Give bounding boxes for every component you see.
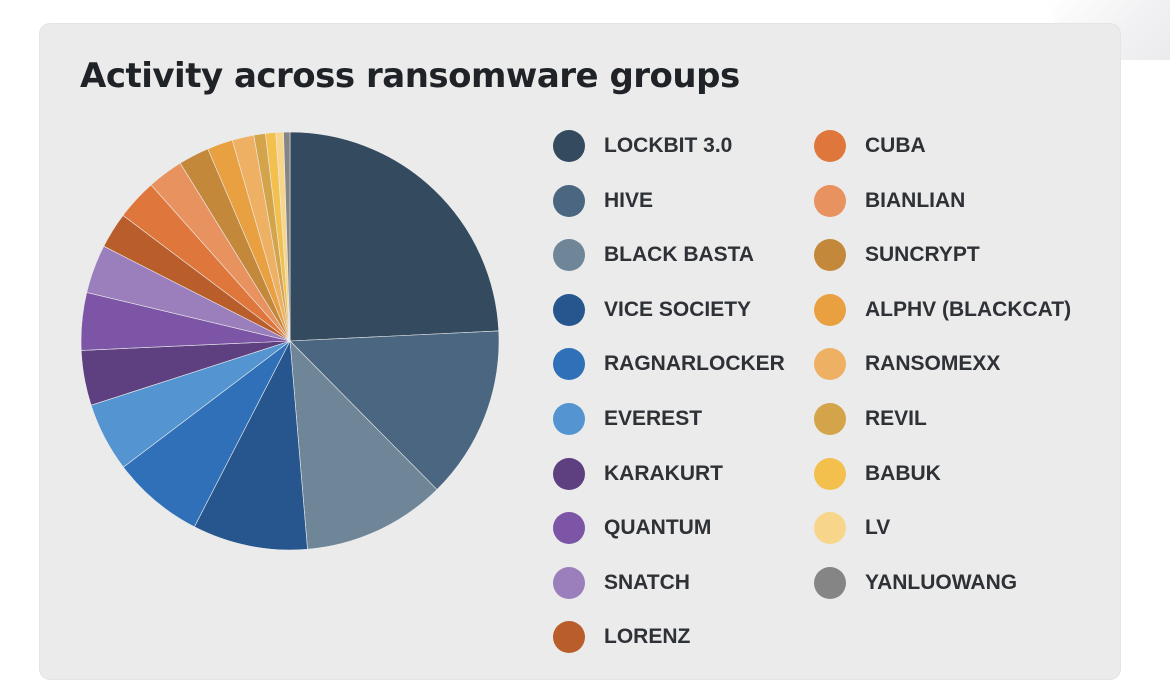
legend-swatch xyxy=(553,130,585,162)
legend-item-lockbit-3-0: LOCKBIT 3.0 xyxy=(553,129,732,163)
legend-swatch xyxy=(814,130,846,162)
legend-label: RAGNARLOCKER xyxy=(604,352,785,376)
legend-label: KARAKURT xyxy=(604,461,723,485)
legend-swatch xyxy=(553,293,585,326)
legend-label: LOCKBIT 3.0 xyxy=(604,134,733,157)
legend-item-yanluowang: YANLUOWANG xyxy=(814,566,1017,600)
legend-swatch xyxy=(553,184,585,217)
legend-item-revil: REVIL xyxy=(814,402,927,436)
legend-swatch xyxy=(553,457,585,490)
legend-item-babuk: BABUK xyxy=(814,457,941,491)
legend-item-vice-society: VICE SOCIETY xyxy=(553,293,751,327)
legend-swatch xyxy=(814,348,846,381)
legend-label: EVEREST xyxy=(604,407,703,430)
legend-label: BLACK BASTA xyxy=(604,243,755,267)
legend-item-suncrypt: SUNCRYPT xyxy=(814,238,980,272)
legend-label: BIANLIAN xyxy=(865,188,966,212)
legend-label: HIVE xyxy=(604,188,654,212)
legend-label: BABUK xyxy=(865,461,941,485)
legend-item-karakurt: KARAKURT xyxy=(553,457,723,491)
chart-title: Activity across ransomware groups xyxy=(80,56,740,96)
legend-label: RANSOMEXX xyxy=(865,352,1001,376)
legend-item-ragnarlocker: RAGNARLOCKER xyxy=(553,347,785,381)
legend-item-snatch: SNATCH xyxy=(553,566,690,600)
legend-swatch xyxy=(814,239,846,272)
legend-label: CUBA xyxy=(865,134,926,157)
legend-item-black-basta: BLACK BASTA xyxy=(553,238,754,272)
legend-label: QUANTUM xyxy=(604,516,712,540)
legend-swatch xyxy=(814,566,846,599)
legend-label: ALPHV (BLACKCAT) xyxy=(865,297,1072,321)
legend-swatch xyxy=(553,621,585,654)
legend-item-cuba: CUBA xyxy=(814,129,926,163)
legend-item-quantum: QUANTUM xyxy=(553,511,711,545)
pie-chart xyxy=(80,131,500,551)
legend-item-lorenz: LORENZ xyxy=(553,620,690,654)
pie-slice-hive xyxy=(289,330,500,491)
legend-label: YANLUOWANG xyxy=(865,570,1018,594)
legend-label: SNATCH xyxy=(604,570,690,594)
pie-slice-black-basta xyxy=(289,340,438,550)
legend-item-lv: LV xyxy=(814,511,890,545)
legend-swatch xyxy=(553,512,585,545)
legend-item-alphv-blackcat: ALPHV (BLACKCAT) xyxy=(814,293,1071,327)
legend-item-bianlian: BIANLIAN xyxy=(814,184,965,218)
legend-swatch xyxy=(814,403,846,435)
legend-label: VICE SOCIETY xyxy=(604,297,752,321)
legend-item-ransomexx: RANSOMEXX xyxy=(814,347,1000,381)
legend-swatch xyxy=(814,457,846,490)
legend-swatch xyxy=(814,184,846,217)
legend-label: SUNCRYPT xyxy=(865,243,980,267)
legend-swatch xyxy=(553,566,585,599)
pie-slice-yanluowang xyxy=(283,131,291,342)
chart-card: Activity across ransomware groups LOCKBI… xyxy=(40,24,1120,679)
legend-swatch xyxy=(814,512,846,545)
pie-slice-vice-society xyxy=(193,339,308,551)
legend-item-everest: EVEREST xyxy=(553,402,702,436)
legend-swatch xyxy=(553,348,585,381)
legend-swatch xyxy=(553,403,585,435)
legend-swatch xyxy=(814,293,846,326)
legend-item-hive: HIVE xyxy=(553,184,653,218)
legend-swatch xyxy=(553,239,585,272)
pie-slice-lockbit-3-0 xyxy=(289,131,500,342)
legend-label: LV xyxy=(865,516,891,540)
legend-label: REVIL xyxy=(865,407,927,430)
legend-label: LORENZ xyxy=(604,625,691,649)
